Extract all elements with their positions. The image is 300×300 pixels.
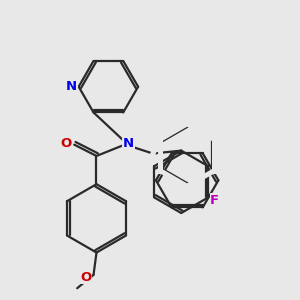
Text: N: N — [66, 80, 77, 93]
Text: F: F — [210, 194, 219, 207]
Text: N: N — [123, 137, 134, 150]
Text: O: O — [60, 137, 71, 150]
Text: O: O — [80, 271, 92, 284]
